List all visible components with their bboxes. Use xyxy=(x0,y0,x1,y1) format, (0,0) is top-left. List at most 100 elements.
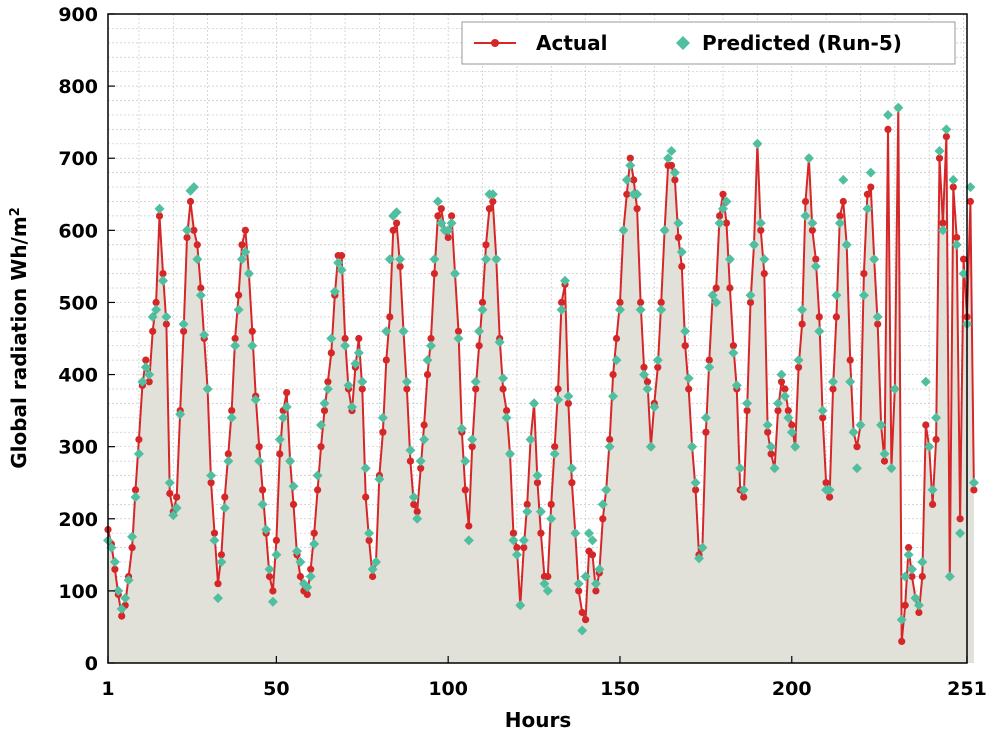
data-point-actual xyxy=(320,407,329,415)
data-point-actual xyxy=(781,385,789,393)
data-point-actual xyxy=(221,493,229,501)
data-point-predicted xyxy=(903,549,914,560)
data-point-predicted xyxy=(278,412,289,423)
data-point-predicted xyxy=(398,326,409,337)
data-point-predicted xyxy=(917,557,928,567)
data-point-actual xyxy=(575,587,583,595)
data-point-predicted xyxy=(147,311,158,322)
data-point-actual xyxy=(654,363,662,371)
data-point-actual xyxy=(307,565,315,573)
data-point-predicted xyxy=(319,398,330,409)
data-point-actual xyxy=(716,212,724,220)
data-point-predicted xyxy=(182,225,192,236)
data-point-predicted xyxy=(436,218,447,229)
data-point-actual xyxy=(681,342,689,350)
y-axis-title-superscript: 2 xyxy=(8,207,23,216)
data-point-actual xyxy=(389,226,397,234)
data-point-predicted xyxy=(872,311,883,322)
data-point-predicted xyxy=(374,474,385,485)
data-point-actual xyxy=(922,421,930,429)
data-point-predicted xyxy=(508,535,519,546)
data-point-predicted xyxy=(233,304,244,315)
x-tick-label: 100 xyxy=(428,678,468,700)
data-point-predicted xyxy=(535,506,546,517)
data-point-actual xyxy=(908,572,916,581)
data-point-actual xyxy=(729,342,738,350)
data-point-actual xyxy=(667,161,676,169)
data-point-predicted xyxy=(408,492,419,503)
data-point-predicted xyxy=(329,286,340,297)
data-point-actual xyxy=(406,457,414,465)
data-point-predicted xyxy=(116,603,127,614)
data-point-predicted xyxy=(560,275,570,286)
data-point-actual xyxy=(269,587,277,595)
y-axis-title: Global radiation Wh/m2 xyxy=(7,207,31,469)
data-point-predicted xyxy=(824,484,835,495)
data-point-predicted xyxy=(879,448,890,459)
data-point-actual xyxy=(186,197,195,206)
data-point-predicted xyxy=(773,398,783,409)
data-point-predicted xyxy=(920,376,931,387)
data-point-predicted xyxy=(721,196,732,207)
data-point-predicted xyxy=(852,463,862,474)
x-tick-label: 251 xyxy=(947,678,987,700)
data-point-actual xyxy=(142,356,150,364)
data-point-predicted xyxy=(700,412,711,423)
data-point-actual xyxy=(241,226,249,234)
data-point-predicted xyxy=(790,441,801,452)
data-point-actual xyxy=(499,385,507,393)
data-point-predicted xyxy=(948,174,959,185)
data-point-predicted xyxy=(127,531,138,542)
data-point-predicted xyxy=(618,225,629,236)
data-point-predicted xyxy=(171,503,182,513)
data-point-actual xyxy=(207,479,215,487)
data-point-predicted xyxy=(309,539,320,549)
data-point-predicted xyxy=(769,463,780,474)
data-point-predicted xyxy=(209,535,220,546)
data-point-actual xyxy=(413,508,421,516)
data-point-actual xyxy=(111,565,119,573)
x-axis-title: Hours xyxy=(505,708,571,732)
data-point-actual xyxy=(633,205,641,213)
data-point-actual xyxy=(420,421,428,429)
data-point-actual xyxy=(905,544,913,552)
data-point-predicted xyxy=(848,427,859,438)
data-point-actual xyxy=(760,270,768,278)
data-point-actual xyxy=(259,486,267,494)
data-point-predicted xyxy=(130,492,141,503)
data-point-predicted xyxy=(858,290,869,301)
data-point-actual xyxy=(324,378,332,386)
data-point-predicted xyxy=(597,499,608,510)
data-point-predicted xyxy=(749,239,759,250)
data-point-predicted xyxy=(539,578,550,589)
data-point-predicted xyxy=(838,174,849,185)
data-point-actual xyxy=(386,313,394,321)
data-point-predicted xyxy=(687,441,698,452)
data-point-predicted xyxy=(264,564,275,575)
data-point-actual xyxy=(468,443,476,451)
data-point-actual xyxy=(929,500,937,508)
y-tick-label: 800 xyxy=(58,76,98,98)
data-point-predicted xyxy=(549,448,560,459)
data-point-actual xyxy=(485,205,493,213)
data-point-predicted xyxy=(553,394,564,405)
data-point-predicted xyxy=(384,254,395,265)
data-point-predicted xyxy=(711,297,722,308)
data-point-predicted xyxy=(542,585,553,596)
y-tick-label: 300 xyxy=(58,437,98,459)
data-point-predicted xyxy=(144,369,155,380)
data-point-predicted xyxy=(271,549,282,560)
data-point-actual xyxy=(430,270,438,278)
data-point-predicted xyxy=(391,207,402,218)
data-point-predicted xyxy=(120,593,131,604)
data-point-actual xyxy=(657,298,665,306)
data-point-actual xyxy=(630,176,638,184)
data-point-predicted xyxy=(738,484,749,495)
data-point-predicted xyxy=(113,585,124,596)
data-point-predicted xyxy=(522,506,533,517)
data-point-predicted xyxy=(322,384,333,394)
data-point-predicted xyxy=(450,268,460,279)
data-point-actual xyxy=(836,212,844,220)
data-point-predicted xyxy=(192,254,203,265)
